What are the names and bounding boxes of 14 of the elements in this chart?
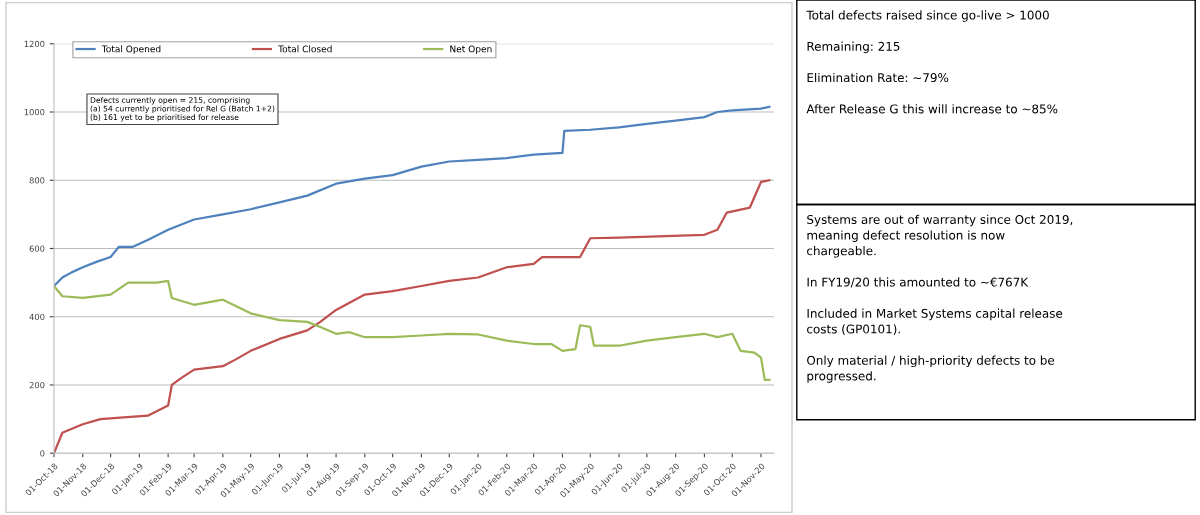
y-tick-label: 1200 [24,40,45,48]
line-series [54,279,771,381]
text: Total defects raised since go-live > 1000 Remaining: 215 Elimination Rate: ~79% After Release G this will increase to ~85% [806,10,1058,114]
y-tick-label: 200 [29,381,45,389]
text: Systems are out of warranty since Oct 2019, meaning defect resolution is now chargeable. In FY19/20 this amounted to ~€767K Included in Market Systems capital release costs (GP0101). Only material / high-priority defects to be progressed. [807,214,1073,383]
legend-label: Net Open [450,45,492,55]
y-tick-label: 1000 [24,108,45,116]
legend-label: Total Opened [101,45,161,55]
y-tick-label: 600 [29,245,45,252]
legend-label: Total Closed [278,45,332,53]
y-tick-label: 0 [40,450,45,457]
y-tick-label: 400 [29,313,45,321]
line-series [54,105,771,288]
y-tick-label: 800 [29,177,45,184]
